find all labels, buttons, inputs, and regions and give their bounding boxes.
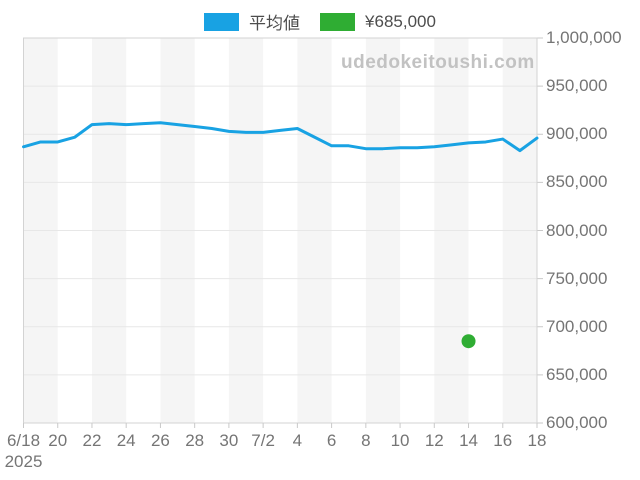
x-axis-tick-label: 6/18 xyxy=(6,431,41,450)
price-point-marker[interactable] xyxy=(461,334,476,349)
y-axis-tick-label: 700,000 xyxy=(546,316,608,336)
y-axis-tick-label: 800,000 xyxy=(546,220,608,240)
legend-item-average[interactable]: 平均値 xyxy=(204,9,300,34)
y-axis-tick-label: 650,000 xyxy=(546,364,608,384)
legend-item-price-point[interactable]: ¥685,000 xyxy=(320,12,436,32)
x-axis-tick-label: 22 xyxy=(82,431,102,450)
x-axis-tick-label: 20 xyxy=(48,431,68,450)
x-axis-tick-label: 28 xyxy=(185,431,205,450)
price-point-label: ¥685,000 xyxy=(365,11,436,31)
x-axis-tick-label: 4 xyxy=(292,431,303,450)
y-axis-tick-label: 750,000 xyxy=(546,268,608,288)
x-axis-tick-label: 26 xyxy=(150,431,170,450)
y-axis-tick-label: 850,000 xyxy=(546,172,608,192)
y-axis-tick-label: 900,000 xyxy=(546,124,608,144)
x-axis-tick-label: 12 xyxy=(424,431,444,450)
x-axis-year-label: 2025 xyxy=(4,452,43,471)
x-axis-tick-label: 10 xyxy=(390,431,410,450)
watermark: udedokeitoushi.com xyxy=(341,52,535,73)
average-series-label: 平均値 xyxy=(249,14,301,33)
x-axis-tick-label: 7/2 xyxy=(251,431,275,450)
x-axis-tick-label: 30 xyxy=(219,431,239,450)
x-axis-tick-label: 24 xyxy=(116,431,136,450)
y-axis-tick-label: 1,000,000 xyxy=(546,28,622,47)
y-axis-tick-label: 600,000 xyxy=(546,413,608,432)
price-point-swatch-icon xyxy=(320,12,356,31)
x-axis-tick-label: 16 xyxy=(493,431,513,450)
average-series-swatch-icon xyxy=(204,12,240,31)
x-axis-tick-label: 6 xyxy=(326,431,337,450)
x-axis-tick-label: 18 xyxy=(527,431,547,450)
chart-legend: 平均値 ¥685,000 xyxy=(0,9,640,34)
x-axis-tick-label: 14 xyxy=(459,431,478,450)
x-axis-tick-label: 8 xyxy=(361,431,371,450)
y-axis-tick-label: 950,000 xyxy=(546,76,608,96)
